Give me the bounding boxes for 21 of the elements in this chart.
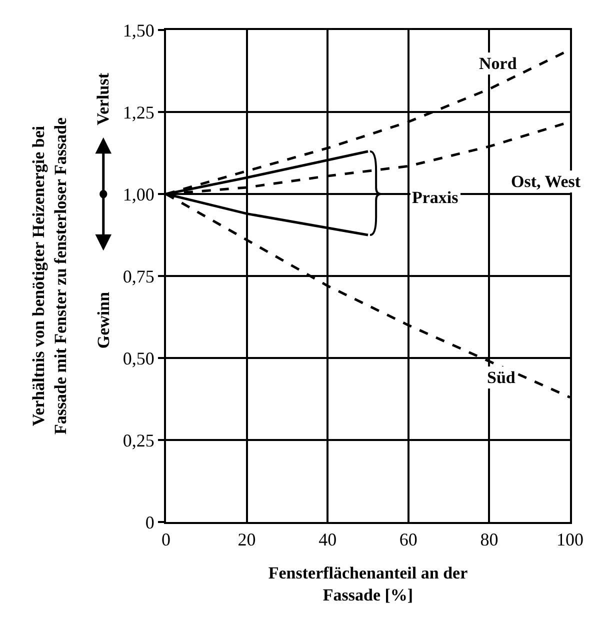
y-tick-label: 0,25 (122, 430, 154, 450)
x-tick-label: 40 (318, 530, 337, 550)
y-tick-label: 1,25 (122, 102, 154, 122)
annotation: Nord (479, 54, 518, 73)
text: Gewinn (94, 291, 114, 349)
y-axis-title: Verhältnis von benötigter Heizenergie bei Fassade mit Fenster zu fensterloser Fassade (28, 116, 70, 435)
annotation: Praxis (412, 188, 459, 207)
y-tick-label: 0 (145, 512, 154, 532)
x-tick-label: 100 (556, 530, 584, 550)
x-tick-label: 0 (162, 530, 170, 550)
text: Verlust (94, 72, 112, 126)
x-axis-title: Fensterflächenanteil an der Fassade [%] (268, 564, 468, 605)
x-tick-label: 80 (480, 530, 498, 550)
y-tick-label: 0,75 (122, 266, 154, 286)
y-tick-label: 1,50 (122, 20, 154, 40)
annotation: Süd (487, 368, 516, 387)
y-tick-label: 0,50 (122, 348, 154, 368)
y-tick-label: 1,00 (122, 184, 154, 204)
x-tick-label: 20 (238, 530, 256, 550)
annotation: Ost, West (511, 172, 581, 191)
x-tick-label: 60 (399, 530, 418, 550)
